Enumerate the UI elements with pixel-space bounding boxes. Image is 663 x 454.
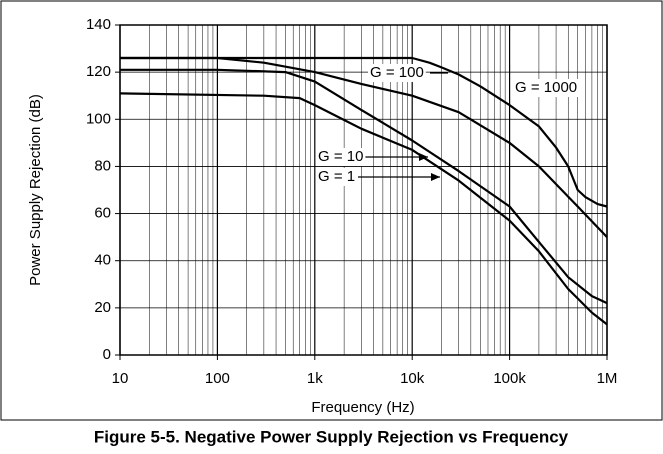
x-tick-label: 10 (112, 370, 129, 387)
y-tick-label: 120 (86, 63, 111, 80)
y-tick-label: 60 (94, 205, 111, 222)
annotation-bg (316, 168, 358, 186)
x-axis-label: Frequency (Hz) (311, 399, 414, 416)
annotation-label: G = 1000 (515, 79, 577, 96)
series-line (119, 92, 608, 326)
frame (0, 0, 663, 421)
x-tick-label: 1M (597, 370, 618, 387)
x-tick-label: 100 (205, 370, 230, 387)
arrow-head (431, 173, 440, 181)
y-tick-label: 80 (94, 157, 111, 174)
annotation-bg (513, 79, 580, 97)
annotation-label: G = 1 (318, 168, 355, 185)
annotation-bg (316, 148, 366, 166)
chart-title: Figure 5-5. Negative Power Supply Reject… (94, 427, 569, 446)
y-tick-label: 140 (86, 16, 111, 33)
annotation-label: G = 100 (370, 64, 424, 81)
annotation-label: G = 10 (318, 148, 363, 165)
annotation-bg (368, 64, 426, 82)
x-tick-label: 1k (307, 370, 323, 387)
y-tick-label: 0 (103, 346, 111, 363)
y-tick-label: 20 (94, 299, 111, 316)
plot-border (119, 24, 608, 356)
y-tick-label: 40 (94, 252, 111, 269)
series-line (120, 68, 608, 305)
arrow-head (419, 153, 428, 161)
y-tick-label: 100 (86, 110, 111, 127)
x-tick-label: 10k (400, 370, 425, 387)
y-axis-label: Power Supply Rejection (dB) (27, 94, 44, 286)
series-line (120, 56, 608, 208)
x-tick-label: 100k (493, 370, 526, 387)
series-line (120, 56, 608, 238)
